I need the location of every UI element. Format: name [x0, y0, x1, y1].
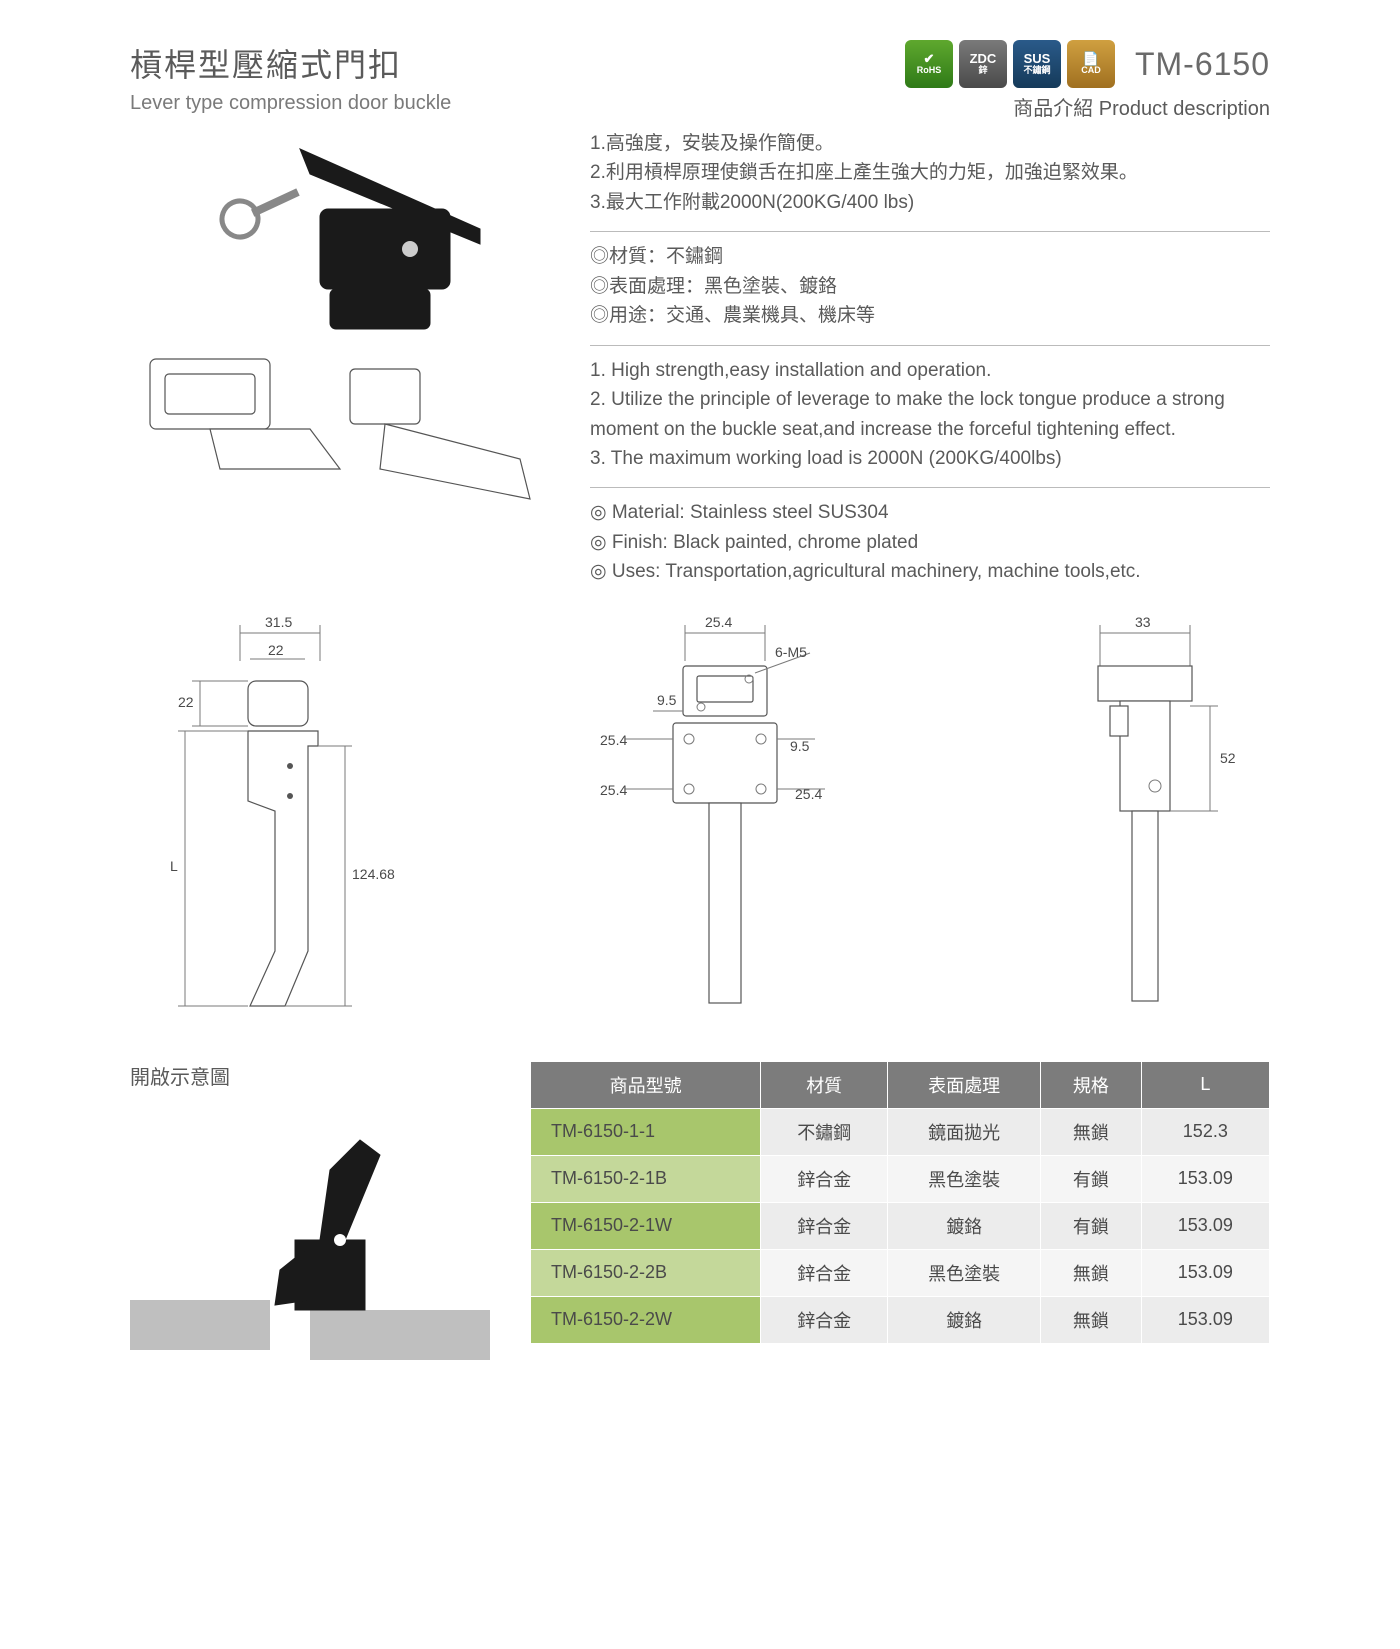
table-cell: 鍍鉻 [888, 1296, 1041, 1343]
table-row: TM-6150-2-2B鋅合金黑色塗裝無鎖153.09 [531, 1249, 1270, 1296]
desc-line: 1.高強度，安裝及操作簡便。 [590, 129, 1270, 158]
table-cell: 153.09 [1141, 1296, 1269, 1343]
desc-en-list: 1. High strength,easy installation and o… [590, 356, 1270, 474]
dim-25-4-r: 25.4 [795, 786, 822, 802]
model-number: TM-6150 [1135, 46, 1270, 83]
dim-25-4-top: 25.4 [705, 614, 732, 630]
open-diagram: 開啟示意圖 [130, 1061, 490, 1360]
table-cell: 鋅合金 [761, 1296, 888, 1343]
drawing-right: 33 52 [1040, 611, 1270, 1041]
desc-cn-spec: ◎材質：不鏽鋼◎表面處理：黑色塗裝、鍍鉻◎用途：交通、農業機具、機床等 [590, 242, 1270, 330]
dim-124-68: 124.68 [352, 866, 395, 882]
desc-line: 1. High strength,easy installation and o… [590, 356, 1270, 385]
drawing-front: 25.4 6-M5 9.5 9.5 25.4 25.4 [565, 611, 885, 1041]
dim-33: 33 [1135, 614, 1151, 630]
badges-and-model: ✔RoHSZDC鋅SUS不鏽鋼📄CAD TM-6150 [905, 40, 1270, 88]
badge-icon: ZDC鋅 [959, 40, 1007, 88]
model-cell: TM-6150-2-2W [531, 1296, 761, 1343]
model-cell: TM-6150-1-1 [531, 1108, 761, 1155]
table-cell: 有鎖 [1041, 1202, 1142, 1249]
badge-icon: 📄CAD [1067, 40, 1115, 88]
desc-line: 3. The maximum working load is 2000N (20… [590, 444, 1270, 473]
table-cell: 黑色塗裝 [888, 1155, 1041, 1202]
model-cell: TM-6150-2-1W [531, 1202, 761, 1249]
dim-9-5-l: 9.5 [657, 692, 677, 708]
desc-heading: 商品介紹 Product description [1013, 92, 1270, 121]
table-cell: 無鎖 [1041, 1296, 1142, 1343]
desc-cn-list: 1.高強度，安裝及操作簡便。2.利用槓桿原理使鎖舌在扣座上產生強大的力矩，加強迫… [590, 129, 1270, 217]
title-en: Lever type compression door buckle [130, 92, 451, 121]
table-cell: 鋅合金 [761, 1155, 888, 1202]
dim-22-top: 22 [268, 642, 284, 658]
table-header-row: 商品型號材質表面處理規格L [531, 1061, 1270, 1108]
desc-line: ◎ Uses: Transportation,agricultural mach… [590, 557, 1270, 586]
table-row: TM-6150-2-1W鋅合金鍍鉻有鎖153.09 [531, 1202, 1270, 1249]
table-header-cell: 表面處理 [888, 1061, 1041, 1108]
table-cell: 無鎖 [1041, 1249, 1142, 1296]
top-content: 1.高強度，安裝及操作簡便。2.利用槓桿原理使鎖舌在扣座上產生強大的力矩，加強迫… [130, 129, 1270, 601]
bottom-section: 開啟示意圖 商品型號材質表面處理規格L TM-6150-1-1不鏽鋼鏡面拋光無鎖… [130, 1061, 1270, 1360]
table-header-cell: 規格 [1041, 1061, 1142, 1108]
table-cell: 鏡面拋光 [888, 1108, 1041, 1155]
table-cell: 153.09 [1141, 1249, 1269, 1296]
table-header-cell: 材質 [761, 1061, 888, 1108]
dim-6m5: 6-M5 [775, 644, 807, 660]
desc-line: 2.利用槓桿原理使鎖舌在扣座上產生強大的力矩，加強迫緊效果。 [590, 158, 1270, 187]
dim-31-5: 31.5 [265, 614, 292, 630]
title-cn: 槓桿型壓縮式門扣 [130, 40, 402, 86]
page-header: 槓桿型壓縮式門扣 ✔RoHSZDC鋅SUS不鏽鋼📄CAD TM-6150 [130, 40, 1270, 88]
technical-drawings: 31.5 22 22 L 124.68 [130, 611, 1270, 1041]
dim-9-5-r: 9.5 [790, 738, 810, 754]
open-diagram-title: 開啟示意圖 [130, 1061, 490, 1090]
desc-line: ◎材質：不鏽鋼 [590, 242, 1270, 271]
table-cell: 153.09 [1141, 1202, 1269, 1249]
desc-line: 2. Utilize the principle of leverage to … [590, 385, 1270, 444]
desc-line: ◎ Material: Stainless steel SUS304 [590, 498, 1270, 527]
table-header-cell: L [1141, 1061, 1269, 1108]
description: 1.高強度，安裝及操作簡便。2.利用槓桿原理使鎖舌在扣座上產生強大的力矩，加強迫… [590, 129, 1270, 601]
badge-icon: ✔RoHS [905, 40, 953, 88]
dim-25-4-ll: 25.4 [600, 782, 627, 798]
table-cell: 鋅合金 [761, 1249, 888, 1296]
table-header-cell: 商品型號 [531, 1061, 761, 1108]
desc-line: ◎表面處理：黑色塗裝、鍍鉻 [590, 272, 1270, 301]
dim-L: L [170, 858, 178, 874]
badge-icon: SUS不鏽鋼 [1013, 40, 1061, 88]
table-cell: 153.09 [1141, 1155, 1269, 1202]
table-body: TM-6150-1-1不鏽鋼鏡面拋光無鎖152.3TM-6150-2-1B鋅合金… [531, 1108, 1270, 1343]
model-cell: TM-6150-2-1B [531, 1155, 761, 1202]
desc-en-spec: ◎ Material: Stainless steel SUS304◎ Fini… [590, 498, 1270, 586]
table-row: TM-6150-1-1不鏽鋼鏡面拋光無鎖152.3 [531, 1108, 1270, 1155]
dim-52: 52 [1220, 750, 1236, 766]
dim-25-4-lu: 25.4 [600, 732, 627, 748]
table-row: TM-6150-2-1B鋅合金黑色塗裝有鎖153.09 [531, 1155, 1270, 1202]
table-cell: 黑色塗裝 [888, 1249, 1041, 1296]
desc-line: 3.最大工作附載2000N(200KG/400 lbs) [590, 188, 1270, 217]
drawing-side: 31.5 22 22 L 124.68 [130, 611, 410, 1041]
table-row: TM-6150-2-2W鋅合金鍍鉻無鎖153.09 [531, 1296, 1270, 1343]
subtitle-row: Lever type compression door buckle 商品介紹 … [130, 92, 1270, 121]
product-photo [130, 129, 560, 549]
table-cell: 152.3 [1141, 1108, 1269, 1155]
spec-table: 商品型號材質表面處理規格L TM-6150-1-1不鏽鋼鏡面拋光無鎖152.3T… [530, 1061, 1270, 1344]
desc-line: ◎ Finish: Black painted, chrome plated [590, 528, 1270, 557]
table-cell: 鍍鉻 [888, 1202, 1041, 1249]
table-cell: 不鏽鋼 [761, 1108, 888, 1155]
desc-line: ◎用途：交通、農業機具、機床等 [590, 301, 1270, 330]
dim-22-left: 22 [178, 694, 194, 710]
table-cell: 鋅合金 [761, 1202, 888, 1249]
table-cell: 有鎖 [1041, 1155, 1142, 1202]
model-cell: TM-6150-2-2B [531, 1249, 761, 1296]
table-cell: 無鎖 [1041, 1108, 1142, 1155]
